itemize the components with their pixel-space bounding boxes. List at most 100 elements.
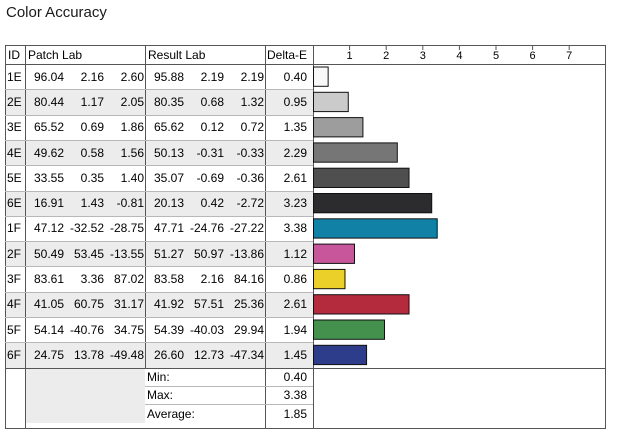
- row-id: 5F: [7, 322, 22, 337]
- delta-e-value: 0.40: [283, 69, 307, 84]
- delta-e-bar: [313, 319, 386, 340]
- row-divider: [5, 342, 313, 344]
- x-tick-label: 4: [456, 50, 462, 62]
- row-divider: [5, 266, 313, 268]
- row-id: 6E: [7, 196, 22, 211]
- row-id: 6F: [7, 347, 22, 362]
- row-divider: [5, 114, 313, 116]
- patch-b: -13.55: [109, 246, 144, 261]
- patch-l: 41.05: [33, 297, 64, 312]
- delta-e-value: 3.38: [283, 221, 307, 236]
- x-tick-label: 7: [566, 50, 572, 62]
- result-b: 84.16: [233, 272, 264, 287]
- row-id: 5E: [7, 170, 22, 185]
- result-a: 50.97: [193, 246, 224, 261]
- patch-l: 80.44: [33, 94, 64, 109]
- row-divider: [5, 241, 313, 243]
- result-l: 65.62: [153, 120, 184, 135]
- row-id: 2F: [7, 246, 22, 261]
- delta-e-bar: [313, 268, 346, 290]
- delta-e-bar: [313, 167, 410, 188]
- patch-l: 50.49: [33, 246, 64, 261]
- delta-e-value: 1.12: [283, 246, 307, 261]
- summary-divider: [5, 367, 606, 369]
- result-a: -40.03: [189, 322, 224, 337]
- row-divider: [5, 190, 313, 192]
- patch-l: 47.12: [33, 221, 64, 236]
- result-l: 95.88: [153, 69, 184, 84]
- patch-b: 34.75: [113, 322, 144, 337]
- x-tick-label: 2: [383, 50, 389, 62]
- x-tick-label: 5: [493, 50, 499, 62]
- delta-e-bar: [313, 243, 355, 264]
- summary-value: 1.85: [283, 406, 307, 421]
- result-b: 29.94: [233, 322, 264, 337]
- result-b: 25.36: [233, 297, 264, 312]
- patch-b: 87.02: [113, 272, 144, 287]
- row-id: 4F: [7, 297, 22, 312]
- delta-e-bar: [313, 142, 398, 163]
- result-a: 57.51: [193, 297, 224, 312]
- patch-l: 54.14: [33, 322, 64, 337]
- summary-shading: [26, 367, 145, 423]
- result-l: 54.39: [153, 322, 184, 337]
- delta-e-value: 1.45: [283, 347, 307, 362]
- header-id: ID: [8, 48, 20, 62]
- patch-a: 0.58: [80, 145, 104, 160]
- delta-e-value: 2.61: [283, 297, 307, 312]
- result-b: -2.72: [236, 196, 264, 211]
- row-id: 3F: [7, 272, 22, 287]
- delta-e-bar: [313, 117, 364, 138]
- header-delta-e: Delta-E: [267, 48, 308, 62]
- delta-e-bar: [313, 344, 368, 366]
- delta-e-bar: [313, 91, 349, 113]
- delta-e-value: 0.86: [283, 272, 307, 287]
- result-l: 80.35: [153, 94, 184, 109]
- column-divider: [25, 45, 26, 429]
- patch-b: 31.17: [113, 297, 144, 312]
- patch-l: 33.55: [33, 170, 64, 185]
- result-b: -13.86: [229, 246, 264, 261]
- row-id: 1E: [7, 69, 22, 84]
- result-l: 83.58: [153, 272, 184, 287]
- row-shading: [6, 89, 313, 115]
- patch-l: 49.62: [33, 145, 64, 160]
- patch-b: -49.48: [109, 347, 144, 362]
- header-divider: [5, 64, 606, 65]
- result-b: -0.36: [236, 170, 264, 185]
- summary-label: Average:: [147, 406, 195, 421]
- patch-b: 1.86: [120, 120, 144, 135]
- row-divider: [5, 165, 313, 167]
- patch-a: 53.45: [73, 246, 104, 261]
- header-patch-lab: Patch Lab: [28, 48, 83, 62]
- page-title: Color Accuracy: [6, 4, 107, 21]
- result-a: -0.69: [196, 170, 224, 185]
- patch-a: 0.35: [80, 170, 104, 185]
- delta-e-bar: [313, 66, 329, 87]
- patch-b: 1.40: [120, 170, 144, 185]
- result-l: 51.27: [153, 246, 184, 261]
- result-b: -0.33: [236, 145, 264, 160]
- result-a: 2.19: [200, 69, 224, 84]
- delta-e-bar: [313, 218, 438, 239]
- delta-e-bar: [313, 193, 433, 214]
- patch-l: 65.52: [33, 120, 64, 135]
- result-l: 20.13: [153, 196, 184, 211]
- patch-a: 60.75: [73, 297, 104, 312]
- header-result-lab: Result Lab: [148, 48, 206, 62]
- row-shading: [6, 291, 313, 317]
- result-a: -24.76: [189, 221, 224, 236]
- delta-e-value: 3.23: [283, 196, 307, 211]
- result-a: 0.68: [200, 94, 224, 109]
- summary-label: Max:: [147, 388, 174, 403]
- patch-l: 16.91: [33, 196, 64, 211]
- row-divider: [5, 89, 313, 91]
- patch-b: 2.60: [120, 69, 144, 84]
- patch-a: 3.36: [80, 272, 104, 287]
- patch-l: 96.04: [33, 69, 64, 84]
- result-b: 2.19: [240, 69, 264, 84]
- result-l: 50.13: [153, 145, 184, 160]
- row-shading: [6, 139, 313, 166]
- result-l: 26.60: [153, 347, 184, 362]
- delta-e-value: 1.35: [283, 120, 307, 135]
